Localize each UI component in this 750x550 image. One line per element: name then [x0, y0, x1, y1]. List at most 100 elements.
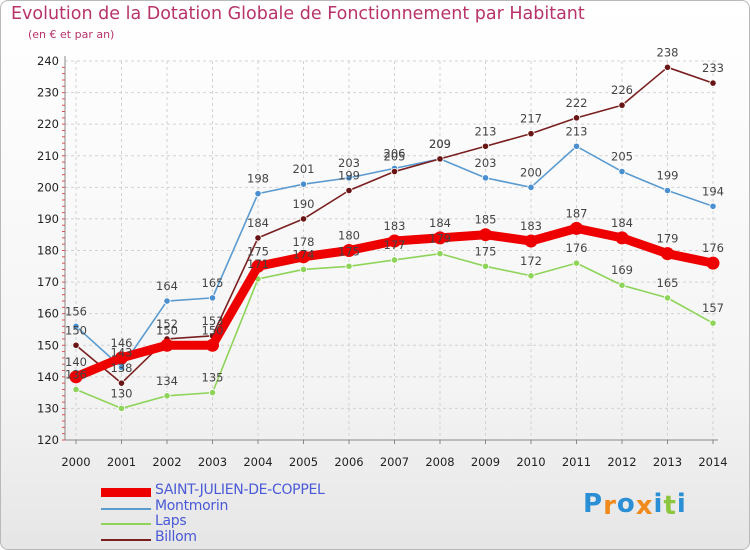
- logo-letter: x: [635, 491, 654, 521]
- data-point-montmorin: [709, 202, 717, 210]
- data-label-laps: 177: [384, 238, 406, 252]
- data-label-montmorin: 201: [293, 162, 315, 176]
- data-label-laps: 157: [702, 301, 724, 315]
- data-label-montmorin: 209: [429, 137, 451, 151]
- data-label-billom: 217: [520, 112, 542, 126]
- y-tick-label: 230: [37, 86, 59, 100]
- data-point-laps: [208, 389, 217, 397]
- data-point-saint-julien-de-coppel: [297, 250, 310, 264]
- x-tick-label: 2008: [425, 455, 454, 469]
- data-point-saint-julien-de-coppel: [69, 370, 83, 384]
- data-label-laps: 171: [247, 257, 269, 271]
- proxiti-logo: Proxiti: [583, 489, 687, 521]
- data-label-billom: 213: [475, 124, 497, 138]
- data-point-billom: [390, 167, 399, 176]
- data-point-saint-julien-de-coppel: [479, 228, 492, 242]
- data-point-saint-julien-de-coppel: [115, 351, 128, 365]
- logo-letter: r: [603, 491, 617, 521]
- y-tick-label: 150: [37, 338, 59, 352]
- data-label-saint-julien-de-coppel: 179: [657, 232, 679, 246]
- x-tick-label: 2003: [198, 455, 227, 469]
- data-label-saint-julien-de-coppel: 175: [247, 244, 269, 258]
- data-point-montmorin: [527, 183, 535, 191]
- data-label-billom: 222: [566, 96, 588, 110]
- legend-label: Laps: [155, 513, 187, 529]
- data-point-laps: [663, 294, 672, 302]
- chart-subtitle: (en € et par an): [28, 28, 115, 41]
- data-label-saint-julien-de-coppel: 176: [702, 241, 724, 255]
- data-point-saint-julien-de-coppel: [661, 247, 674, 261]
- data-point-montmorin: [572, 142, 581, 150]
- data-point-montmorin: [163, 297, 171, 305]
- data-point-laps: [163, 392, 171, 400]
- data-label-saint-julien-de-coppel: 178: [293, 235, 315, 249]
- x-tick-label: 2006: [334, 455, 363, 469]
- data-point-montmorin: [663, 186, 672, 195]
- logo-letter: i: [653, 489, 664, 519]
- data-label-laps: 136: [65, 367, 87, 381]
- data-label-billom: 238: [657, 45, 679, 59]
- y-tick-label: 170: [37, 275, 59, 289]
- data-label-saint-julien-de-coppel: 185: [475, 213, 497, 227]
- data-label-laps: 165: [657, 276, 679, 290]
- data-point-montmorin: [208, 294, 217, 302]
- data-label-billom: 199: [338, 168, 360, 182]
- data-point-billom: [436, 155, 444, 163]
- data-point-laps: [527, 272, 535, 280]
- legend-swatch: [101, 523, 151, 525]
- x-tick-label: 2007: [380, 455, 409, 469]
- legend-label: SAINT-JULIEN-DE-COPPEL: [155, 482, 325, 498]
- data-point-saint-julien-de-coppel: [570, 221, 583, 235]
- data-label-laps: 175: [338, 244, 360, 258]
- data-label-laps: 134: [156, 374, 178, 388]
- data-label-laps: 135: [202, 371, 224, 385]
- data-label-laps: 169: [611, 263, 633, 277]
- data-point-billom: [572, 114, 581, 122]
- data-label-saint-julien-de-coppel: 183: [520, 219, 542, 233]
- data-point-laps: [345, 262, 353, 270]
- x-tick-label: 2013: [653, 455, 682, 469]
- data-label-billom: 205: [384, 150, 406, 164]
- x-tick-label: 2014: [698, 455, 727, 469]
- legend-label: Montmorin: [155, 497, 229, 514]
- logo-letter: i: [676, 489, 687, 519]
- chart-title: Evolution de la Dotation Globale de Fonc…: [11, 4, 585, 24]
- data-label-montmorin: 200: [520, 165, 542, 179]
- y-tick-label: 240: [37, 54, 59, 68]
- x-tick-label: 2011: [562, 455, 591, 469]
- x-tick-label: 2012: [607, 455, 636, 469]
- data-point-saint-julien-de-coppel: [160, 338, 174, 352]
- y-tick-label: 140: [37, 370, 59, 384]
- data-label-montmorin: 198: [247, 172, 269, 186]
- data-point-saint-julien-de-coppel: [388, 234, 401, 248]
- y-tick-label: 160: [37, 307, 59, 321]
- data-point-laps: [618, 281, 626, 289]
- data-point-billom: [72, 341, 80, 349]
- data-label-saint-julien-de-coppel: 184: [611, 216, 633, 230]
- data-point-montmorin: [254, 190, 262, 198]
- data-point-billom: [254, 234, 262, 242]
- data-point-billom: [709, 79, 717, 87]
- data-point-saint-julien-de-coppel: [524, 234, 538, 248]
- data-point-montmorin: [299, 180, 308, 188]
- data-label-billom: 226: [611, 83, 633, 97]
- data-point-saint-julien-de-coppel: [251, 259, 265, 273]
- data-point-laps: [481, 262, 490, 270]
- data-label-montmorin: 213: [566, 124, 588, 138]
- data-label-laps: 172: [520, 254, 542, 268]
- data-point-laps: [72, 385, 80, 394]
- data-label-saint-julien-de-coppel: 146: [111, 336, 133, 350]
- data-point-laps: [709, 319, 717, 327]
- data-label-billom: 190: [293, 197, 315, 211]
- data-point-saint-julien-de-coppel: [615, 231, 629, 245]
- data-label-billom: 209: [429, 137, 451, 151]
- legend-swatch: [101, 507, 151, 510]
- y-tick-label: 190: [37, 212, 59, 226]
- data-label-montmorin: 165: [202, 276, 224, 290]
- data-point-montmorin: [481, 174, 490, 182]
- data-point-billom: [117, 379, 126, 387]
- data-point-billom: [663, 63, 672, 71]
- data-label-montmorin: 164: [156, 279, 178, 293]
